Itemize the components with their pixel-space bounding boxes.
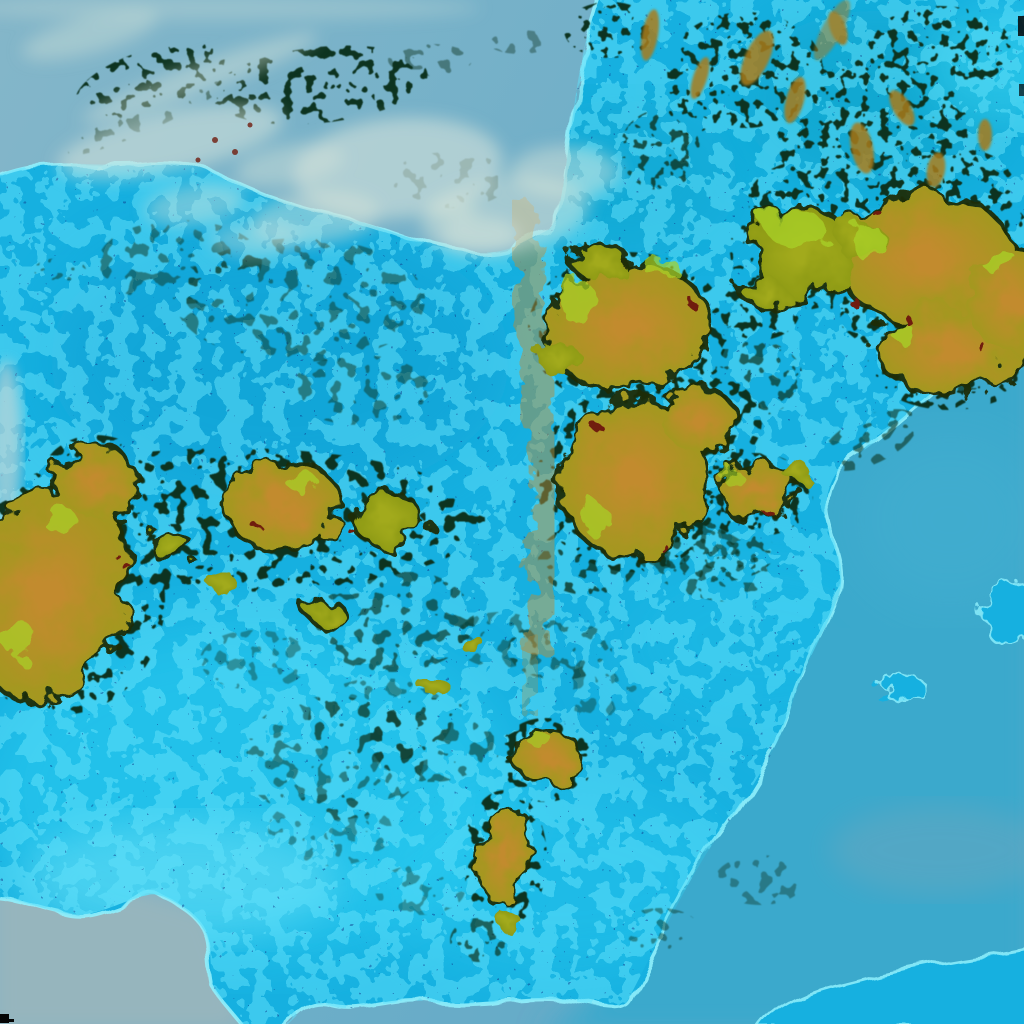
island-small bbox=[886, 679, 926, 701]
cloud-blob-olive bbox=[781, 460, 809, 480]
red-specks bbox=[195, 122, 253, 163]
cloud-blob-cluster-east-coast bbox=[716, 460, 809, 522]
cloud-red-accents bbox=[847, 206, 984, 349]
cloud-green-highlights bbox=[562, 260, 682, 538]
cloud-ribbon bbox=[507, 197, 560, 658]
cloud-blob-cluster-northeast bbox=[740, 191, 1024, 397]
island-east-edge bbox=[981, 580, 1024, 644]
black-edge-marks bbox=[0, 16, 1024, 1023]
sea-mauve-tint bbox=[830, 805, 1024, 895]
pale-cloud-patches bbox=[0, 0, 620, 256]
cloud-blob-orange bbox=[837, 196, 1024, 392]
cloud-red-accents bbox=[116, 526, 353, 564]
cloud-red-accents bbox=[595, 296, 692, 550]
cloud-blob-olive bbox=[500, 915, 524, 935]
cloud-blob-cluster-south bbox=[477, 727, 584, 935]
cloud-blob-orange bbox=[480, 731, 580, 903]
cloud-green-highlight bbox=[725, 472, 745, 488]
island-rims bbox=[885, 579, 1024, 702]
cloud-green-highlights bbox=[6, 470, 316, 660]
cloud-green-highlights bbox=[765, 211, 1018, 339]
cloud-blob-olive bbox=[538, 245, 626, 376]
cloud-blob-olive bbox=[154, 496, 480, 693]
cloud-ribbon-tail bbox=[516, 636, 544, 714]
cloud-blob-cluster-west bbox=[0, 444, 480, 703]
islands bbox=[878, 579, 1024, 703]
cloud-green-highlight bbox=[528, 732, 552, 748]
mediterranean-light-patch bbox=[850, 430, 1024, 610]
cloud-blob-cluster-central bbox=[538, 240, 739, 561]
cloud-red-accent bbox=[766, 510, 774, 518]
cloud-streaks-northeast bbox=[640, 0, 992, 188]
